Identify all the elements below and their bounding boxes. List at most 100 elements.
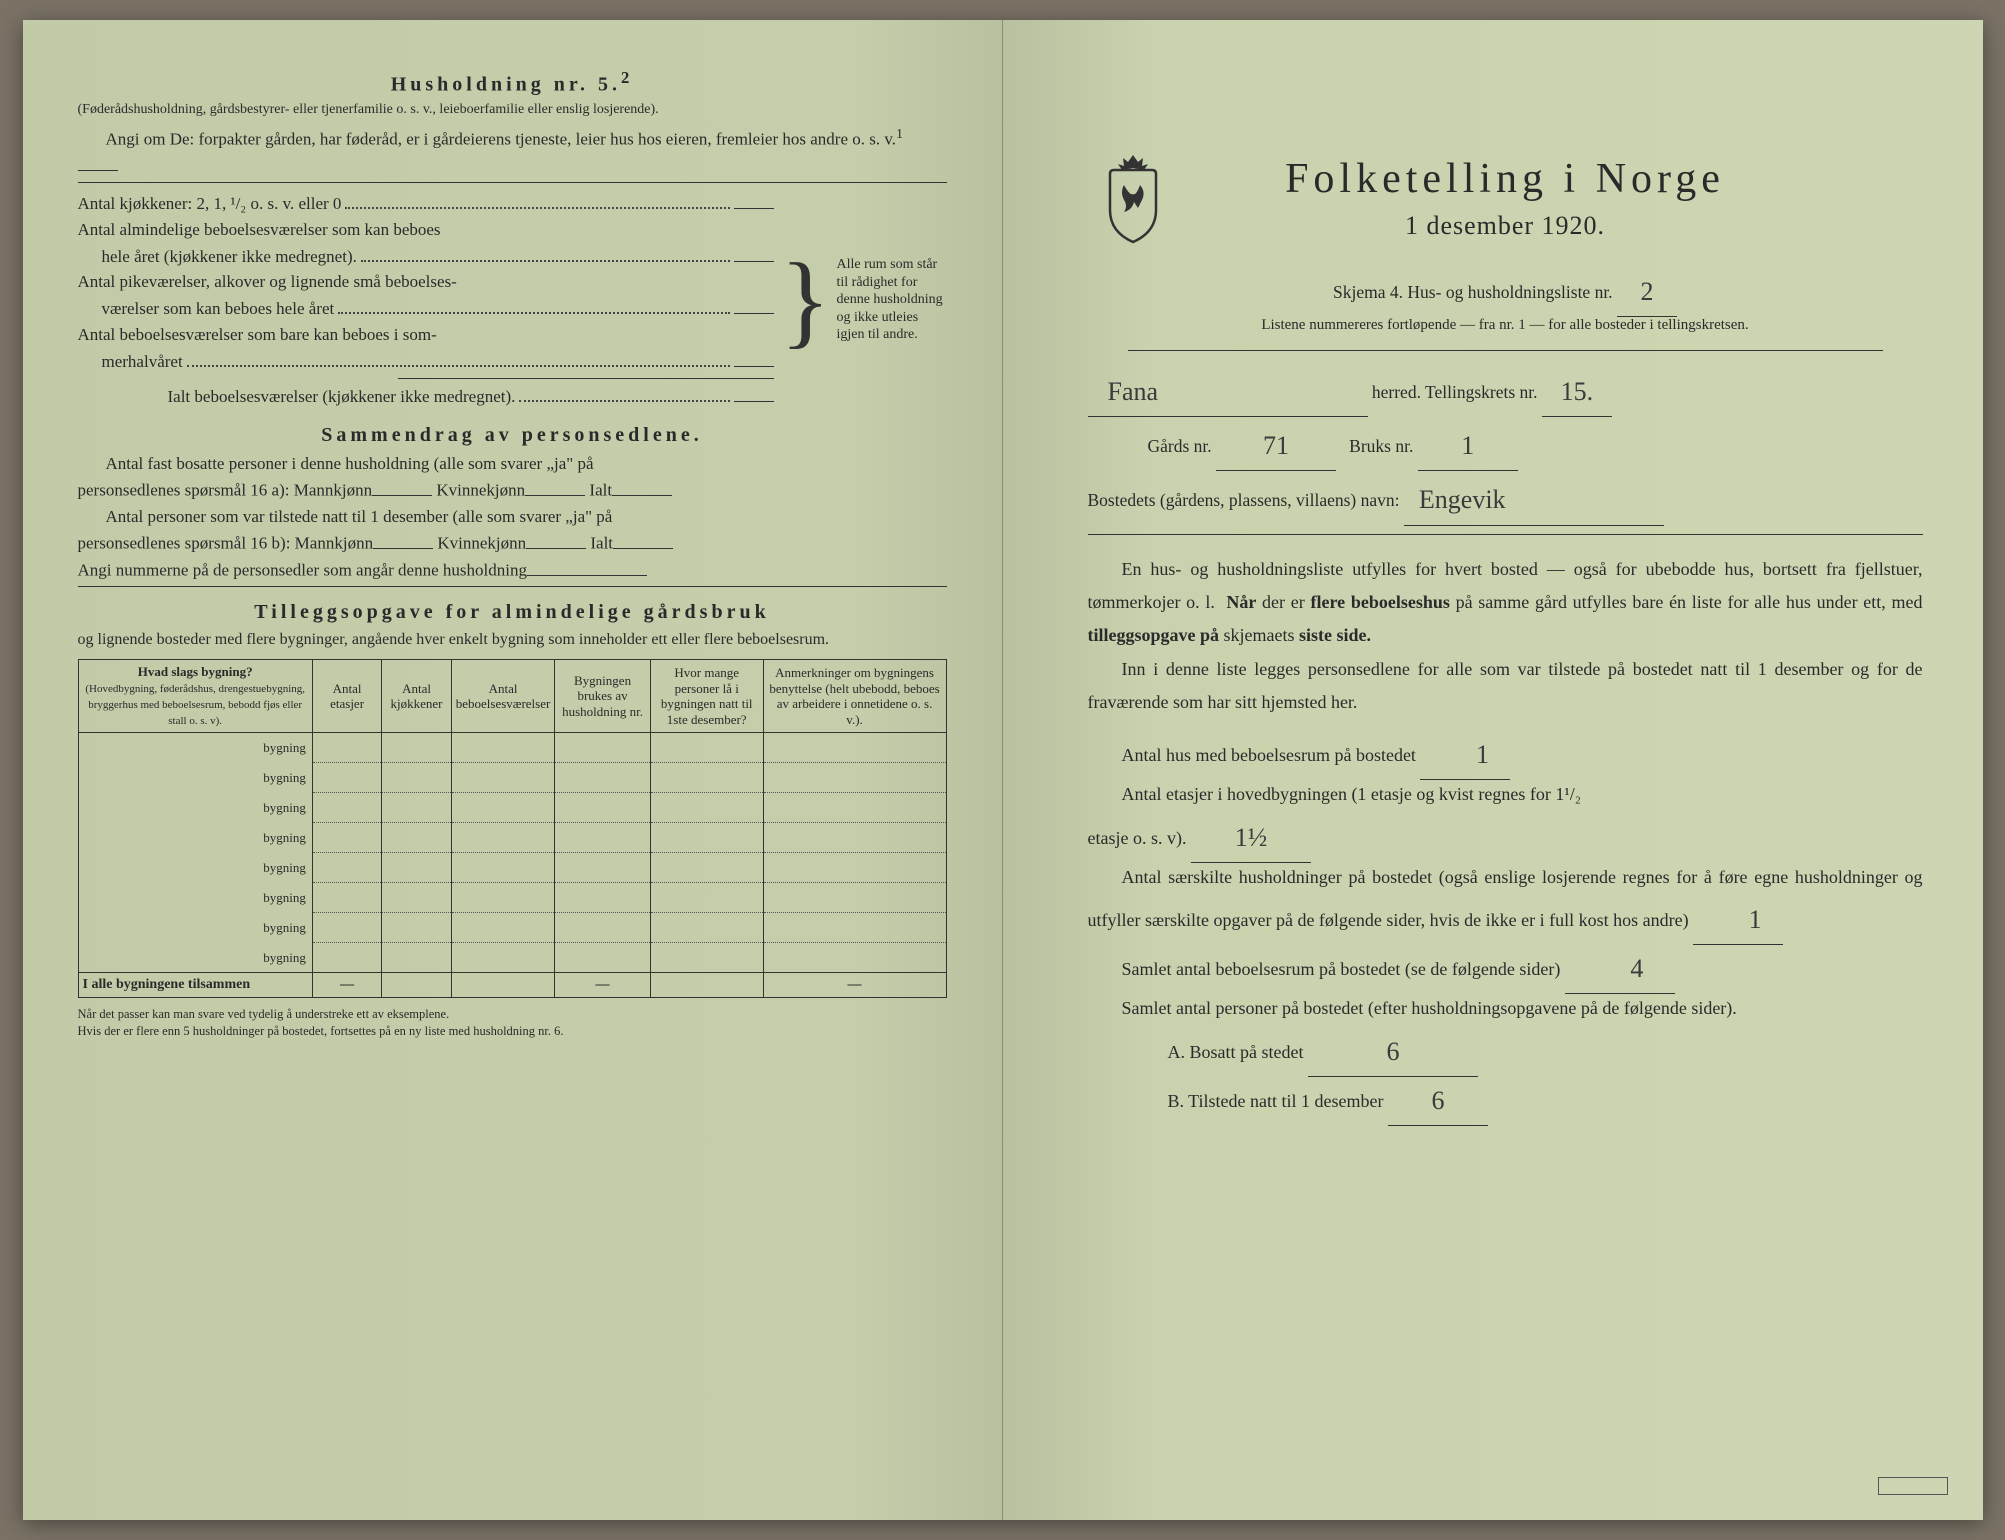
right-page: Folketelling i Norge 1 desember 1920. Sk…: [1003, 20, 1983, 1520]
blank-cell: [555, 913, 650, 943]
table-header-row: Hvad slags bygning? (Hovedbygning, føder…: [78, 660, 946, 733]
date-subtitle: 1 desember 1920.: [1088, 211, 1923, 241]
handwritten-value: 4: [1565, 945, 1675, 994]
intro-note-1: (Føderådshusholdning, gårdsbestyrer- ell…: [78, 101, 947, 120]
blank-cell: [650, 733, 763, 763]
blank-cell: [451, 943, 555, 973]
blank-cell: [312, 883, 381, 913]
handwritten-value: 6: [1308, 1028, 1478, 1077]
building-label-cell: bygning: [78, 823, 312, 853]
room-total-label: Ialt beboelsesværelser (kjøkkener ikke m…: [78, 384, 516, 410]
brace-explanation: Alle rum som står til rådighet for denne…: [837, 256, 947, 344]
summary-text: Antal personer som var tilstede natt til…: [78, 504, 947, 530]
table-header: Bygningen brukes av husholdning nr.: [555, 660, 650, 733]
handwritten-value: 71: [1216, 421, 1336, 471]
blank-cell: [650, 853, 763, 883]
table-header: Antal etasjer: [312, 660, 381, 733]
building-label-cell: bygning: [78, 793, 312, 823]
blank-cell: [382, 853, 451, 883]
summary-row: Angi nummerne på de personsedler som ang…: [78, 557, 947, 584]
blank-cell: [382, 973, 451, 998]
handwritten-value: Engevik: [1404, 475, 1664, 525]
footnote: Når det passer kan man svare ved tydelig…: [78, 1006, 947, 1039]
table-footer-row: I alle bygningene tilsammen — — —: [78, 973, 946, 998]
table-row: bygning: [78, 943, 946, 973]
table-row: bygning: [78, 853, 946, 883]
curly-brace: }: [780, 255, 830, 344]
blank-cell: [650, 823, 763, 853]
blank-cell: [382, 763, 451, 793]
supplement-subtitle: og lignende bosteder med flere bygninger…: [78, 628, 947, 653]
building-label-cell: bygning: [78, 913, 312, 943]
dash-cell: —: [763, 973, 946, 998]
blank-cell: [312, 853, 381, 883]
handwritten-value: 1: [1418, 421, 1518, 471]
table-row: bygning: [78, 793, 946, 823]
blank-field: [734, 296, 774, 315]
building-table: Hvad slags bygning? (Hovedbygning, føder…: [78, 659, 947, 998]
blank-cell: [312, 793, 381, 823]
blank-cell: [451, 973, 555, 998]
blank-cell: [555, 853, 650, 883]
blank-cell: [555, 733, 650, 763]
blank-cell: [312, 943, 381, 973]
superscript: 2: [621, 68, 633, 87]
summary-text: Antal fast bosatte personer i denne hush…: [78, 451, 947, 477]
blank-cell: [555, 763, 650, 793]
blank-cell: [382, 823, 451, 853]
blank-cell: [763, 943, 946, 973]
superscript: 1: [896, 126, 903, 142]
summary-row: personsedlenes spørsmål 16 a): Mannkjønn…: [78, 477, 947, 504]
table-row: bygning: [78, 763, 946, 793]
table-footer-label: I alle bygningene tilsammen: [78, 973, 312, 998]
blank-cell: [382, 913, 451, 943]
kitchen-count-label: Antal kjøkkener: 2, 1, ¹/₂ o. s. v. elle…: [78, 191, 342, 217]
divider: [78, 586, 947, 587]
blank-cell: [451, 913, 555, 943]
table-header: Anmerkninger om bygningens benyttelse (h…: [763, 660, 946, 733]
blank-cell: [382, 793, 451, 823]
building-label-cell: bygning: [78, 733, 312, 763]
blank-cell: [763, 733, 946, 763]
main-title: Folketelling i Norge: [1088, 155, 1923, 203]
blank-cell: [763, 793, 946, 823]
blank-cell: [555, 883, 650, 913]
dash-cell: —: [312, 973, 381, 998]
blank-cell: [555, 823, 650, 853]
blank-cell: [312, 913, 381, 943]
table-header: Antal beboelsesværelser: [451, 660, 555, 733]
building-label-cell: bygning: [78, 943, 312, 973]
blank-cell: [312, 823, 381, 853]
blank-cell: [451, 793, 555, 823]
building-label-cell: bygning: [78, 853, 312, 883]
divider: [1128, 350, 1883, 351]
blank-cell: [763, 913, 946, 943]
handwritten-value: 6: [1388, 1077, 1488, 1126]
blank-cell: [650, 793, 763, 823]
table-row: bygning: [78, 883, 946, 913]
question-block: Antal hus med beboelsesrum på bostedet 1…: [1088, 729, 1923, 1123]
blank-field: [78, 153, 118, 172]
summary-row: personsedlenes spørsmål 16 b): Mannkjønn…: [78, 530, 947, 557]
room-label: hele året (kjøkkener ikke medregnet).: [78, 244, 357, 270]
divider: [1088, 534, 1923, 535]
handwritten-value: 1½: [1191, 814, 1311, 863]
blank-cell: [650, 883, 763, 913]
blank-cell: [763, 763, 946, 793]
room-label: Antal almindelige beboelsesværelser som …: [78, 217, 775, 243]
blank-cell: [382, 943, 451, 973]
room-label: værelser som kan beboes hele året: [78, 296, 335, 322]
blank-cell: [451, 763, 555, 793]
table-header: Hvor mange personer lå i bygningen natt …: [650, 660, 763, 733]
blank-cell: [763, 823, 946, 853]
blank-cell: [555, 793, 650, 823]
handwritten-value: 1: [1693, 896, 1783, 945]
divider: [78, 182, 947, 183]
blank-cell: [650, 973, 763, 998]
blank-cell: [451, 853, 555, 883]
room-label: merhalvåret: [78, 349, 183, 375]
blank-cell: [451, 883, 555, 913]
blank-cell: [763, 883, 946, 913]
blank-cell: [312, 763, 381, 793]
blank-cell: [650, 763, 763, 793]
